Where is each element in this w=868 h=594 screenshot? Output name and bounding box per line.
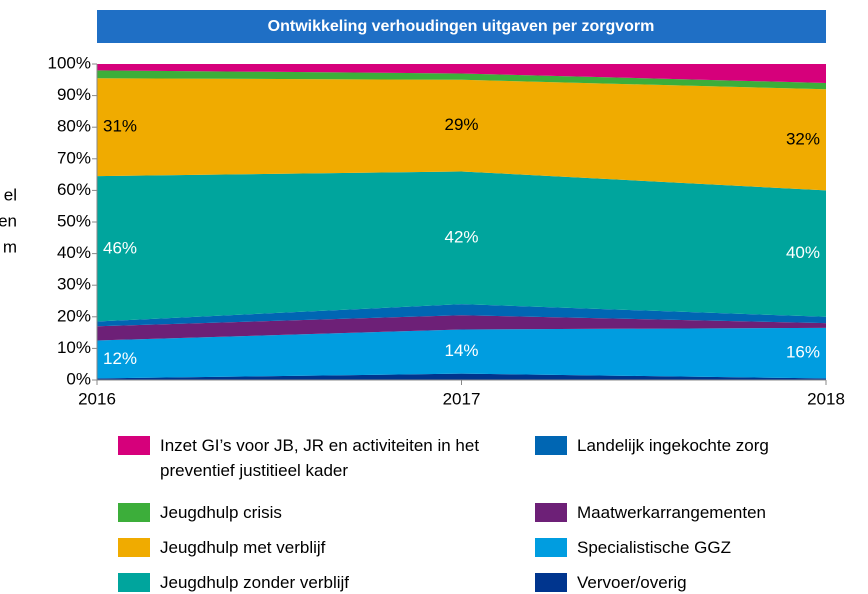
legend-item: Specialistische GGZ — [535, 535, 868, 570]
x-tick-label: 2018 — [807, 389, 845, 408]
x-tick-label: 2016 — [78, 389, 116, 408]
area — [97, 304, 826, 327]
y-tick-label: 100% — [48, 53, 91, 72]
title-banner — [97, 10, 826, 43]
y-axis-label: en — [0, 211, 17, 230]
area — [97, 327, 826, 379]
chart-title: Ontwikkeling verhoudingen uitgaven per z… — [268, 18, 655, 35]
value-label: 16% — [786, 343, 820, 362]
legend-swatch — [118, 573, 150, 592]
value-label: 29% — [444, 115, 478, 134]
value-label: 42% — [444, 227, 478, 246]
chart: Ontwikkeling verhoudingen uitgaven per z… — [0, 10, 845, 408]
legend-label: Jeugdhulp zonder verblijf — [160, 573, 350, 592]
legend-item: Inzet GI’s voor JB, JR en activiteiten i… — [118, 433, 540, 500]
area — [97, 64, 826, 83]
legend-label: Jeugdhulp met verblijf — [160, 538, 326, 557]
legend-item: Jeugdhulp zonder verblijf — [118, 570, 540, 594]
legend-label: Specialistische GGZ — [577, 538, 731, 557]
area — [97, 70, 826, 90]
y-tick-label: 80% — [57, 117, 91, 136]
y-tick-label: 30% — [57, 275, 91, 294]
legend-label: Landelijk ingekochte zorg — [577, 436, 769, 455]
y-tick-label: 40% — [57, 243, 91, 262]
legend-swatch — [535, 436, 567, 455]
area — [97, 315, 826, 341]
area — [97, 78, 826, 191]
legend-item: Landelijk ingekochte zorg — [535, 433, 868, 500]
y-tick-label: 60% — [57, 180, 91, 199]
legend-label: Inzet GI’s voor JB, JR en activiteiten i… — [160, 436, 480, 480]
value-label: 46% — [103, 238, 137, 257]
y-axis-label: el — [4, 185, 17, 204]
legend-swatch — [118, 503, 150, 522]
y-tick-label: 0% — [66, 369, 91, 388]
value-label: 32% — [786, 129, 820, 148]
x-tick-label: 2017 — [443, 389, 481, 408]
y-tick-label: 90% — [57, 85, 91, 104]
y-tick-label: 70% — [57, 148, 91, 167]
y-axis-label: m — [3, 237, 17, 256]
value-label: 12% — [103, 349, 137, 368]
value-label: 31% — [103, 117, 137, 136]
y-tick-label: 10% — [57, 338, 91, 357]
legend-item: Jeugdhulp crisis — [118, 500, 540, 535]
area — [97, 171, 826, 322]
value-label: 40% — [786, 243, 820, 262]
y-tick-label: 20% — [57, 306, 91, 325]
y-tick-label: 50% — [57, 211, 91, 230]
legend-swatch — [535, 573, 567, 592]
legend-item: Maatwerkarrangementen — [535, 500, 868, 535]
legend-swatch — [535, 538, 567, 557]
legend-label: Maatwerkarrangementen — [577, 503, 766, 522]
legend: Landelijk ingekochte zorg Maatwerkarrange… — [535, 433, 868, 594]
legend-label: Vervoer/overig — [577, 573, 687, 592]
legend-item: Jeugdhulp met verblijf — [118, 535, 540, 570]
value-label: 14% — [444, 341, 478, 360]
legend: Inzet GI’s voor JB, JR en activiteiten i… — [118, 433, 540, 594]
legend-swatch — [118, 538, 150, 557]
legend-swatch — [535, 503, 567, 522]
legend-swatch — [118, 436, 150, 455]
legend-label: Jeugdhulp crisis — [160, 503, 282, 522]
legend-item: Vervoer/overig — [535, 570, 868, 594]
area — [97, 373, 826, 380]
